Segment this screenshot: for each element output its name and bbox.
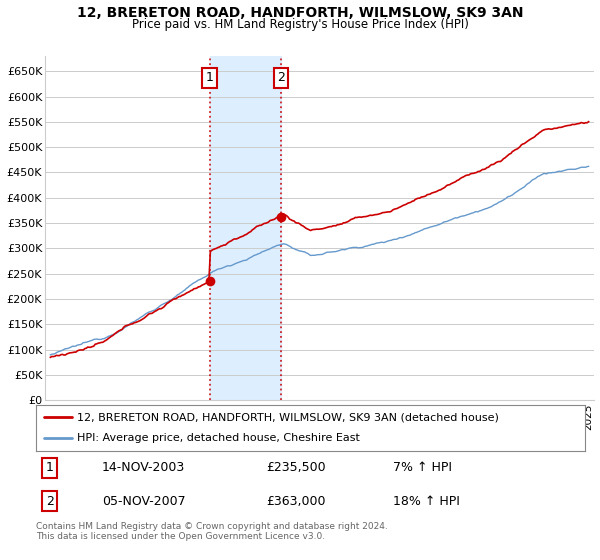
Text: 05-NOV-2007: 05-NOV-2007 bbox=[102, 494, 185, 508]
Text: £235,500: £235,500 bbox=[266, 461, 326, 474]
Text: 1: 1 bbox=[206, 72, 214, 85]
Text: 2: 2 bbox=[46, 494, 53, 508]
Text: 14-NOV-2003: 14-NOV-2003 bbox=[102, 461, 185, 474]
Text: 12, BRERETON ROAD, HANDFORTH, WILMSLOW, SK9 3AN: 12, BRERETON ROAD, HANDFORTH, WILMSLOW, … bbox=[77, 6, 523, 20]
Text: 12, BRERETON ROAD, HANDFORTH, WILMSLOW, SK9 3AN (detached house): 12, BRERETON ROAD, HANDFORTH, WILMSLOW, … bbox=[77, 412, 499, 422]
Text: HPI: Average price, detached house, Cheshire East: HPI: Average price, detached house, Ches… bbox=[77, 433, 360, 444]
Text: £363,000: £363,000 bbox=[266, 494, 326, 508]
Text: Contains HM Land Registry data © Crown copyright and database right 2024.
This d: Contains HM Land Registry data © Crown c… bbox=[36, 522, 388, 542]
Text: Price paid vs. HM Land Registry's House Price Index (HPI): Price paid vs. HM Land Registry's House … bbox=[131, 18, 469, 31]
Text: 2: 2 bbox=[277, 72, 284, 85]
Text: 7% ↑ HPI: 7% ↑ HPI bbox=[393, 461, 452, 474]
Text: 18% ↑ HPI: 18% ↑ HPI bbox=[393, 494, 460, 508]
Text: 1: 1 bbox=[46, 461, 53, 474]
